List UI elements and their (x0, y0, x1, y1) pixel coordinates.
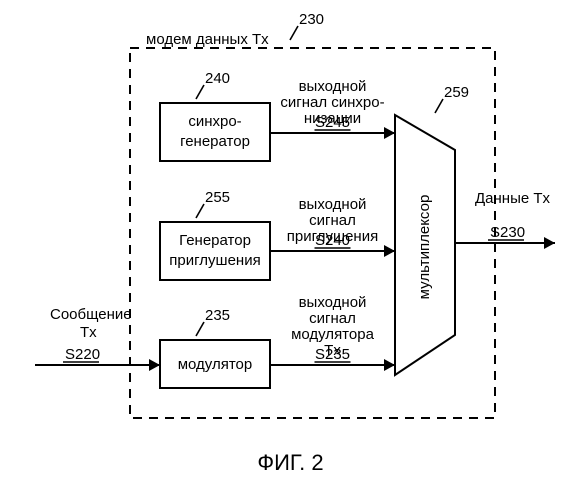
mux-ref-leader (435, 99, 443, 113)
modem-label: модем данных Tx (146, 31, 269, 48)
mod-box-ref-leader (196, 322, 204, 336)
mute-box-ref: 255 (205, 189, 230, 206)
mute-box-l1: Генератор (179, 232, 251, 249)
mute-out-t1: сигнал (309, 212, 356, 229)
sync-box-ref-leader (196, 85, 204, 99)
mod-out-sig: S235 (315, 346, 350, 363)
data-out-t1: Данные Tx (475, 190, 551, 207)
mute-out-head (384, 245, 395, 257)
mod-out-head (384, 359, 395, 371)
mute-box (160, 222, 270, 280)
sync-out-head (384, 127, 395, 139)
msg-in-head (149, 359, 160, 371)
data-out-head (544, 237, 555, 249)
mux-ref: 259 (444, 84, 469, 101)
mod-box-l1: модулятор (178, 356, 253, 373)
mute-out-sig: S240 (315, 232, 350, 249)
data-out-sig: S230 (490, 224, 525, 241)
sync-box-ref: 240 (205, 70, 230, 87)
sync-out-sig: S245 (315, 114, 350, 131)
sync-box-l2: генератор (180, 133, 250, 150)
mod-box-ref: 235 (205, 307, 230, 324)
sync-box-l1: синхро- (188, 113, 241, 130)
mute-box-l2: приглушения (169, 252, 260, 269)
sync-out-t1: сигнал синхро- (280, 94, 384, 111)
modem-ref-leader (290, 26, 298, 40)
figure-caption: ФИГ. 2 (257, 450, 323, 475)
modem-ref: 230 (299, 11, 324, 28)
mod-out-t2: модулятора (291, 326, 375, 343)
mod-out-t0: выходной (299, 294, 367, 311)
mux-label: мультиплексор (416, 195, 433, 300)
mute-out-t0: выходной (299, 196, 367, 213)
msg-in-sig: S220 (65, 346, 100, 363)
sync-out-t0: выходной (299, 78, 367, 95)
msg-in-t2: Tx (80, 324, 97, 341)
mute-box-ref-leader (196, 204, 204, 218)
mod-out-t1: сигнал (309, 310, 356, 327)
msg-in-t1: Сообщение (50, 306, 132, 323)
sync-box (160, 103, 270, 161)
